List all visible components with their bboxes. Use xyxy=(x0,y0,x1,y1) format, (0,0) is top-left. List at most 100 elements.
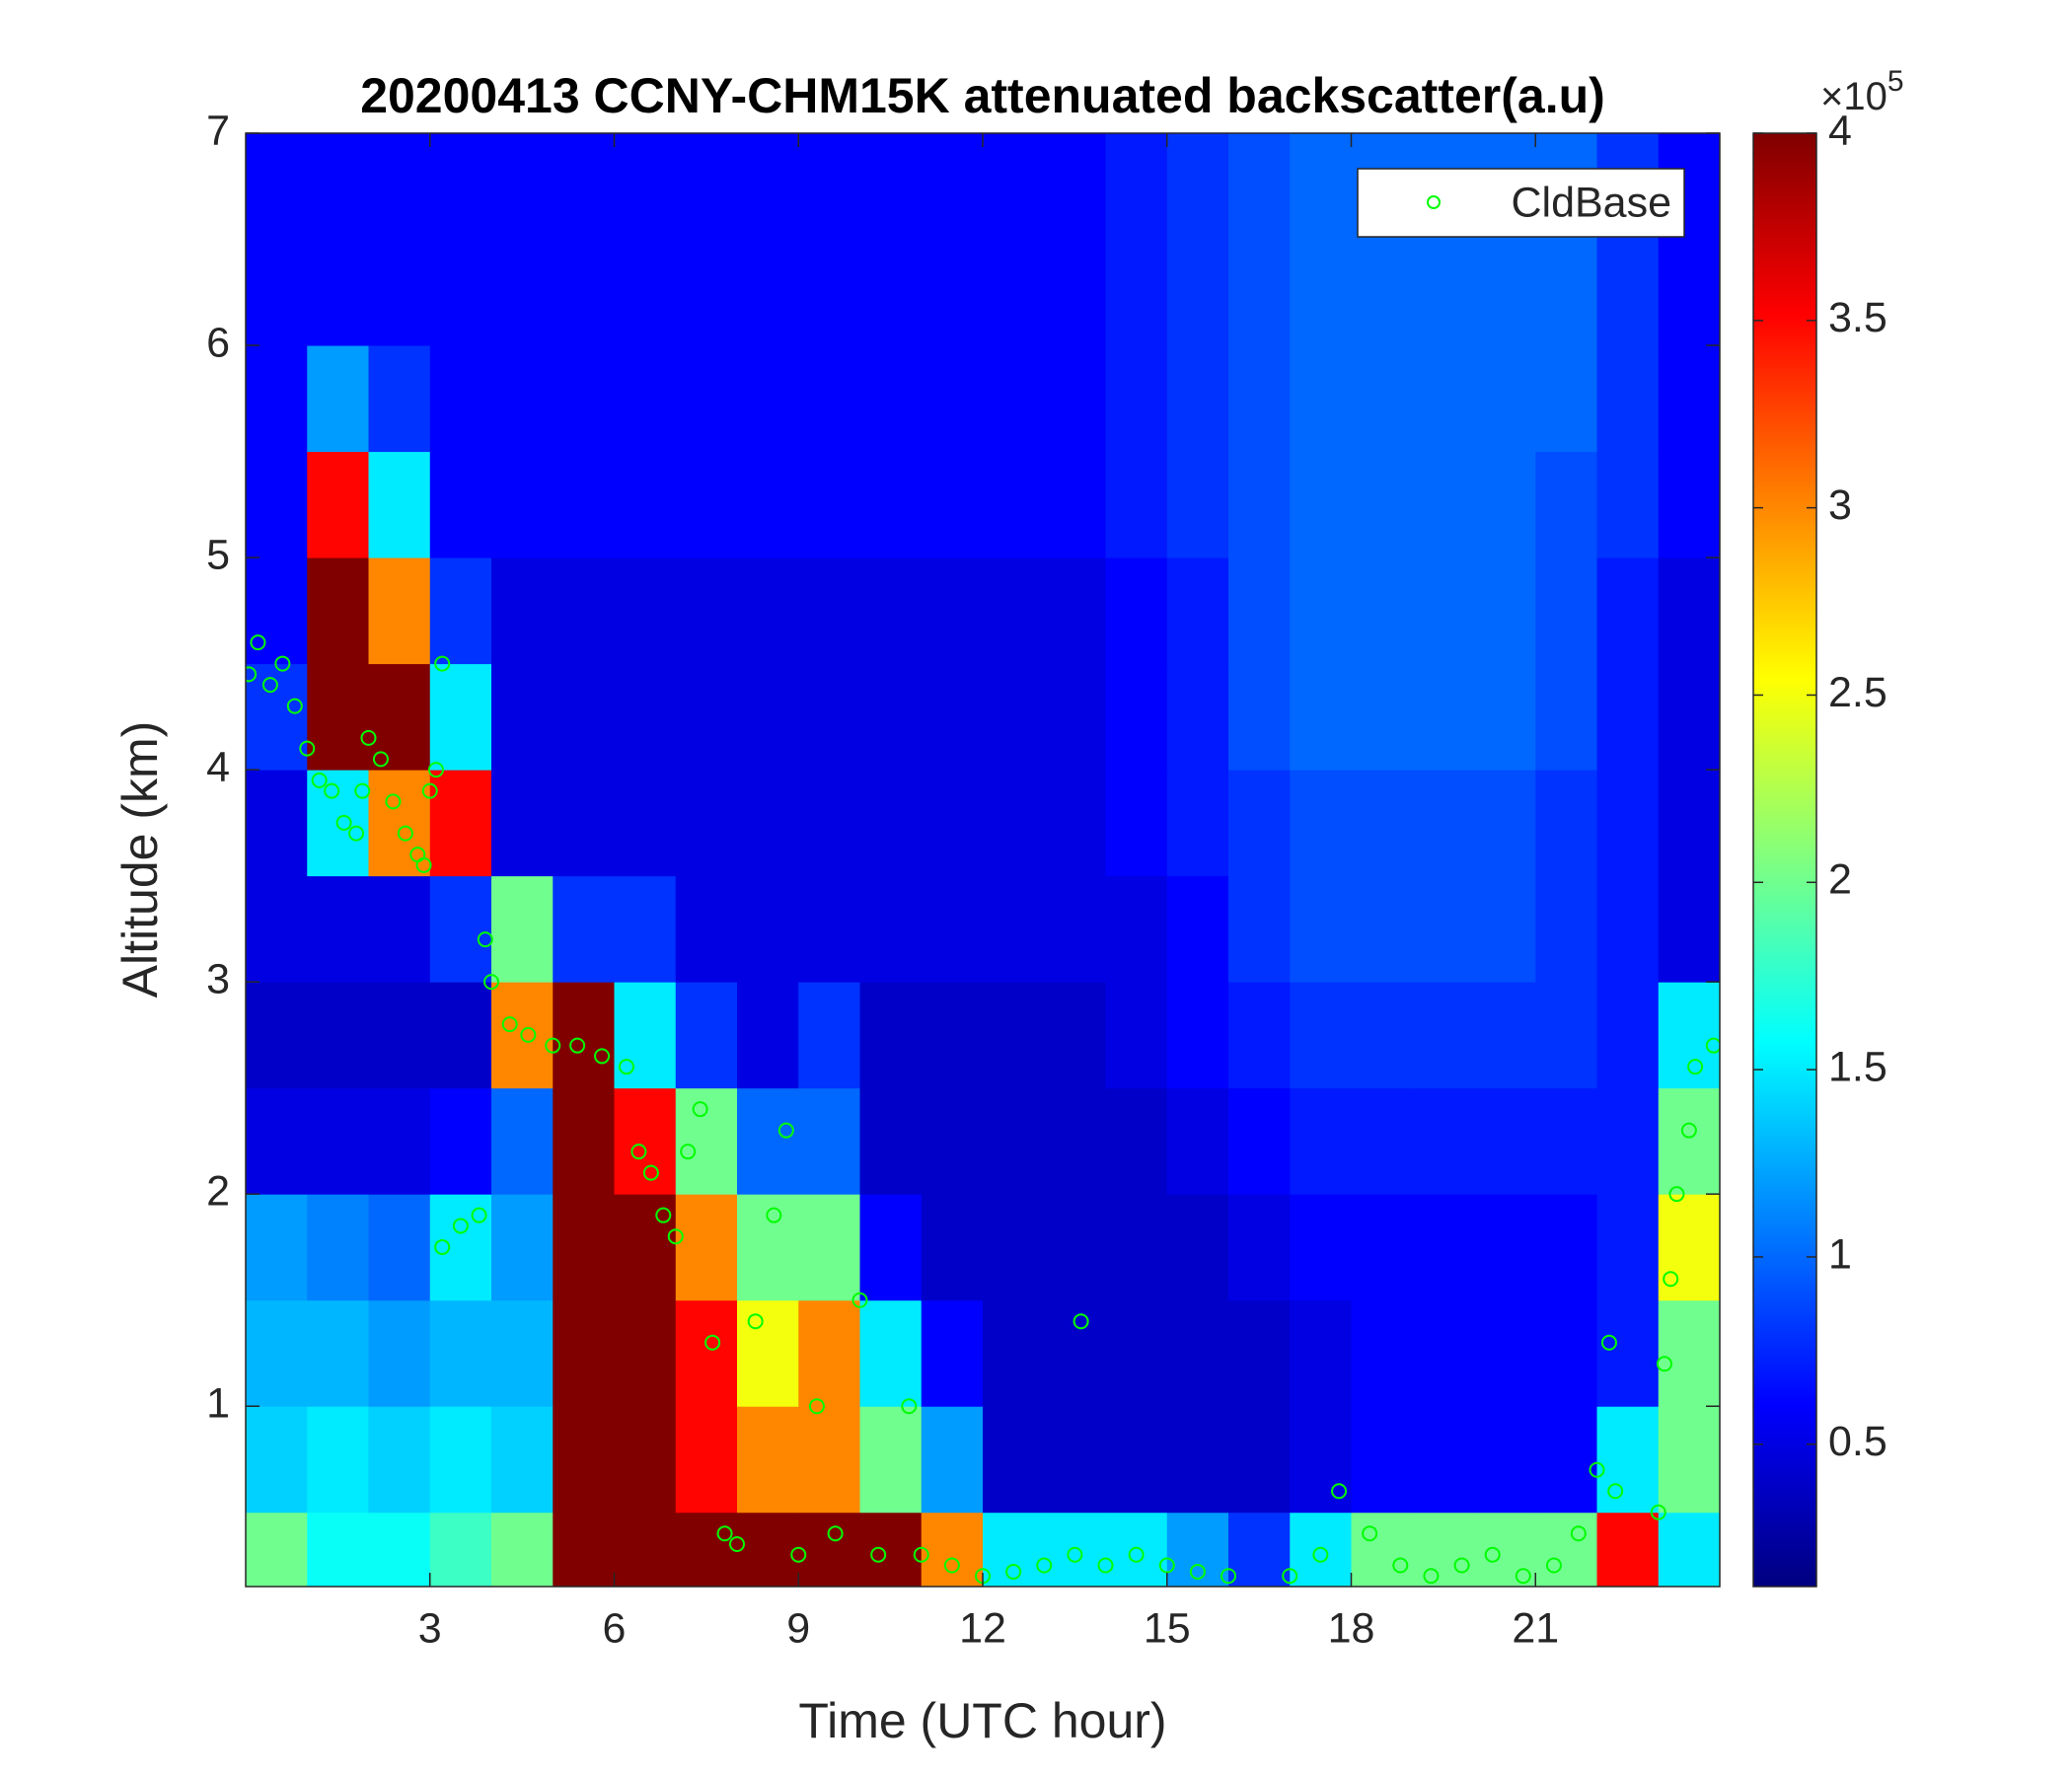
heatmap-cell xyxy=(1351,239,1414,346)
cloud-base-point xyxy=(471,1207,487,1223)
heatmap-cell xyxy=(1474,770,1536,877)
cloud-base-point xyxy=(520,1026,537,1043)
heatmap-cell xyxy=(491,1087,554,1195)
heatmap-cell xyxy=(1228,1406,1291,1514)
heatmap-cell xyxy=(553,1406,615,1514)
colorbar-tick-label: 0.5 xyxy=(1828,1418,1887,1465)
cloud-base-point xyxy=(1515,1568,1531,1585)
heatmap-cell xyxy=(1351,1512,1414,1587)
heatmap-cell xyxy=(1351,875,1414,983)
heatmap-cell xyxy=(614,1087,677,1195)
heatmap-cell xyxy=(798,239,860,346)
heatmap-cell xyxy=(429,345,492,453)
cloud-base-point xyxy=(901,1398,918,1415)
heatmap-cell xyxy=(1166,345,1229,453)
cloud-base-point xyxy=(434,655,451,672)
heatmap-cell xyxy=(491,1406,554,1514)
heatmap-cell xyxy=(1535,1194,1597,1301)
colorbar-tick-label: 3 xyxy=(1828,481,1852,529)
cloud-base-point xyxy=(452,1218,469,1234)
x-tick-label: 18 xyxy=(1328,1604,1375,1652)
heatmap-cell xyxy=(429,239,492,346)
heatmap-cell xyxy=(1228,557,1291,665)
cloud-base-point xyxy=(680,1144,697,1160)
heatmap-cell xyxy=(1474,663,1536,771)
heatmap-cell xyxy=(1105,1299,1168,1407)
heatmap-cell xyxy=(1044,345,1106,453)
heatmap-cell xyxy=(614,982,677,1089)
heatmap-cell xyxy=(798,1299,860,1407)
x-tick-label: 9 xyxy=(786,1604,810,1652)
cloud-base-point xyxy=(299,740,316,757)
cloud-base-point xyxy=(642,1164,659,1181)
heatmap-cell xyxy=(429,1406,492,1514)
heatmap-cell xyxy=(1658,239,1720,346)
heatmap-cell xyxy=(1474,451,1536,558)
cloud-base-point xyxy=(1005,1563,1022,1580)
heatmap-cell xyxy=(1658,557,1720,665)
heatmap-cell xyxy=(491,451,554,558)
cloud-base-point xyxy=(943,1557,960,1574)
heatmap-cell xyxy=(1658,1406,1720,1514)
heatmap-cell xyxy=(246,1512,308,1587)
heatmap-cell xyxy=(1290,1406,1352,1514)
heatmap-cell xyxy=(1228,1512,1291,1587)
heatmap-cell xyxy=(737,982,799,1089)
heatmap-cell xyxy=(983,557,1045,665)
heatmap-cell xyxy=(675,451,738,558)
heatmap-cell xyxy=(246,1087,308,1195)
heatmap-cell xyxy=(491,1194,554,1301)
heatmap-cell xyxy=(859,1512,923,1587)
legend-label: CldBase xyxy=(1511,179,1671,226)
colorbar-tick-label: 3.5 xyxy=(1828,294,1887,341)
heatmap-cell xyxy=(859,1299,923,1407)
heatmap-cell xyxy=(368,1299,431,1407)
heatmap-cell xyxy=(798,875,860,983)
cloud-base-point xyxy=(1221,1568,1236,1585)
heatmap-cell xyxy=(1596,451,1660,558)
heatmap-cell xyxy=(859,345,923,453)
cloud-base-point xyxy=(286,698,303,714)
heatmap-cell xyxy=(1166,557,1229,665)
cloud-base-point xyxy=(790,1546,807,1563)
heatmap-cell xyxy=(429,133,492,241)
cloud-base-point xyxy=(667,1228,684,1245)
heatmap-cell xyxy=(1596,770,1660,877)
heatmap-cell xyxy=(1412,345,1475,453)
heatmap-cell xyxy=(1596,345,1660,453)
heatmap-cell xyxy=(675,133,738,241)
heatmap-cell xyxy=(1535,451,1597,558)
heatmap-cell xyxy=(1228,1299,1291,1407)
heatmap-cell xyxy=(246,557,308,665)
heatmap-cell xyxy=(1166,451,1229,558)
heatmap-cell xyxy=(1351,1194,1414,1301)
heatmap-cell xyxy=(921,1406,984,1514)
heatmap-cell xyxy=(1412,770,1475,877)
heatmap-cell xyxy=(798,982,860,1089)
heatmap-cell xyxy=(1596,1194,1660,1301)
cloud-base-point xyxy=(1705,1037,1720,1054)
heatmap-cell xyxy=(859,1087,923,1195)
heatmap-cell xyxy=(614,875,677,983)
cloud-base-point xyxy=(427,762,444,778)
heatmap-cell xyxy=(368,557,431,665)
x-tick-label: 21 xyxy=(1512,1604,1559,1652)
cloud-base-point xyxy=(1073,1313,1089,1330)
heatmap-cell xyxy=(491,982,554,1089)
y-tick-label: 7 xyxy=(206,107,230,154)
heatmap-cell xyxy=(1044,663,1106,771)
heatmap-cell xyxy=(1166,1087,1229,1195)
cloud-base-point xyxy=(1656,1356,1672,1372)
heatmap-cell xyxy=(1351,1406,1414,1514)
heatmap-cell xyxy=(675,770,738,877)
heatmap-cell xyxy=(737,557,799,665)
heatmap-cell xyxy=(737,133,799,241)
heatmap-cell xyxy=(1596,875,1660,983)
heatmap-cell xyxy=(859,875,923,983)
heatmap-cell xyxy=(1228,663,1291,771)
colorbar-tick-label: 1 xyxy=(1828,1230,1852,1278)
heatmap-cell xyxy=(368,239,431,346)
heatmap-cell xyxy=(614,345,677,453)
heatmap-cell xyxy=(921,1299,984,1407)
heatmap-cell xyxy=(675,1299,738,1407)
